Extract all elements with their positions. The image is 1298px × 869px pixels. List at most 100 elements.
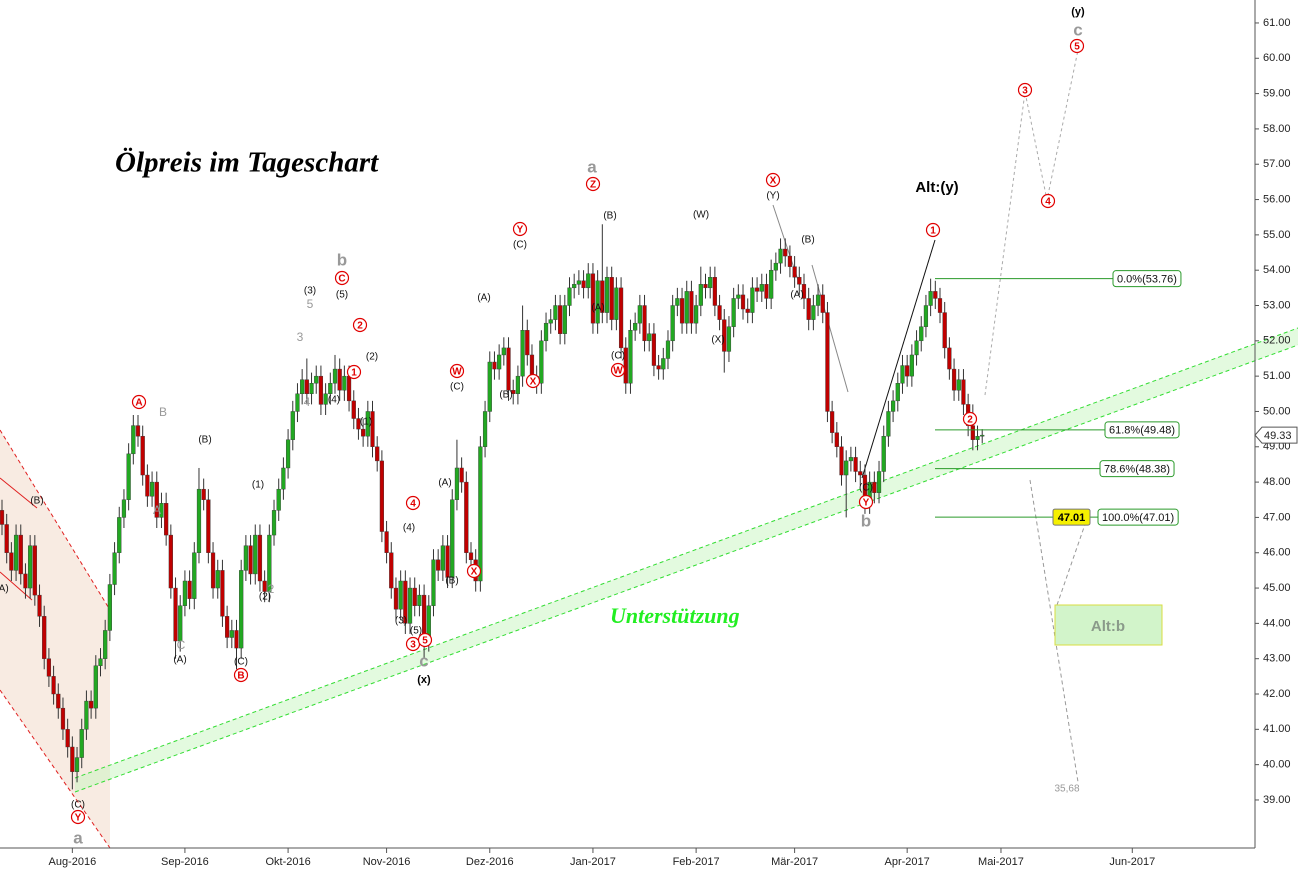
x-tick-label: Feb-2017 <box>673 856 720 868</box>
candle-body <box>220 570 225 617</box>
wave-line <box>861 239 936 479</box>
candle-body <box>539 340 544 384</box>
wave-label: (C) <box>71 800 85 811</box>
price-marker-label: 47.01 <box>1058 512 1086 524</box>
candle-body <box>623 347 628 384</box>
candle-body <box>262 580 267 592</box>
candle-body <box>159 503 164 518</box>
candle-body <box>820 294 825 313</box>
candle-body <box>980 434 985 437</box>
candle-body <box>112 552 117 585</box>
y-tick-label: 60.00 <box>1263 52 1291 64</box>
candle-body <box>178 605 183 642</box>
wave-circle <box>233 667 249 683</box>
candle-body <box>754 287 760 292</box>
fib-label: 0.0%(53.76) <box>1117 274 1177 286</box>
projection-line <box>1056 509 1091 606</box>
wave-label: A <box>153 503 161 517</box>
candle-body <box>905 365 910 377</box>
y-tick-label: 51.00 <box>1263 370 1291 382</box>
candle-body <box>830 411 835 433</box>
candle-body <box>769 269 774 299</box>
wave-label: c <box>1073 20 1082 39</box>
wave-label: Y <box>75 813 82 824</box>
candle-body <box>328 383 333 395</box>
candle-body <box>370 411 375 447</box>
candle-body <box>98 658 103 666</box>
candle-body <box>89 700 94 709</box>
wave-label: 5 <box>422 636 428 647</box>
candle-body <box>914 340 919 356</box>
candle-body <box>511 390 516 395</box>
candle-body <box>515 375 520 395</box>
candle-body <box>773 262 778 271</box>
candle-body <box>487 361 492 412</box>
channel-line <box>0 429 111 611</box>
wave-label: (4) <box>403 523 415 534</box>
y-tick-label: 54.00 <box>1263 264 1291 276</box>
candle-body <box>628 330 633 384</box>
support-line <box>74 327 1298 779</box>
candle-body <box>121 499 127 518</box>
x-tick-label: Jan-2017 <box>570 856 616 868</box>
candle-body <box>933 291 938 299</box>
candle-body <box>947 347 952 370</box>
candle-body <box>398 580 403 610</box>
candle-body <box>126 453 131 500</box>
y-tick-label: 59.00 <box>1263 88 1291 100</box>
wave-label: (A) <box>477 293 490 304</box>
wave-label: (1) <box>360 417 372 428</box>
wave-label: X <box>770 176 777 187</box>
candle-body <box>726 326 732 352</box>
candle-body <box>928 291 933 306</box>
wave-label: 5 <box>1074 42 1080 53</box>
wave-label: (C) <box>859 483 873 494</box>
support-fill <box>75 328 1298 792</box>
wave-label: 2 <box>967 415 973 426</box>
candle-body <box>436 559 441 571</box>
x-tick-label: Dez-2016 <box>466 856 514 868</box>
candle-body <box>384 531 389 553</box>
y-tick-label: 45.00 <box>1263 582 1291 594</box>
candle-body <box>46 658 51 677</box>
wave-label: (3) <box>395 616 407 627</box>
projection-line <box>1029 479 1079 783</box>
candle-body <box>229 630 234 638</box>
candle-body <box>520 330 525 377</box>
wave-label: (A) <box>438 478 451 489</box>
candle-body <box>257 534 263 582</box>
candle-body <box>679 298 685 324</box>
candle-body <box>28 545 33 589</box>
y-tick-label: 58.00 <box>1263 123 1291 135</box>
candle-body <box>365 411 370 437</box>
candle-body <box>154 481 159 518</box>
y-tick-label: 48.00 <box>1263 476 1291 488</box>
candle-body <box>740 294 746 310</box>
candle-body <box>797 277 802 285</box>
wave-circle <box>449 363 465 379</box>
last-price-label: 49.33 <box>1264 430 1292 442</box>
candle-body <box>548 319 553 324</box>
wave-label: X <box>530 377 537 388</box>
candle-body <box>332 368 338 384</box>
wave-label: (C) <box>450 382 464 393</box>
wave-label: 4 <box>1045 197 1051 208</box>
wave-circle <box>610 362 626 378</box>
wave-label: (1) <box>252 480 264 491</box>
channel-line <box>0 571 33 601</box>
fib-box <box>1112 270 1182 288</box>
candle-body <box>553 305 558 320</box>
candle-body <box>103 630 108 659</box>
wave-label: b <box>337 250 347 269</box>
candle-body <box>684 291 689 324</box>
candle-body <box>501 347 506 356</box>
candle-body <box>4 524 9 553</box>
y-tick-label: 57.00 <box>1263 158 1291 170</box>
candle-body <box>923 305 929 327</box>
candle-body <box>801 284 807 299</box>
candle-body <box>736 294 741 299</box>
candle-body <box>168 534 173 589</box>
y-tick-label: 52.00 <box>1263 335 1291 347</box>
candle-body <box>234 630 239 649</box>
